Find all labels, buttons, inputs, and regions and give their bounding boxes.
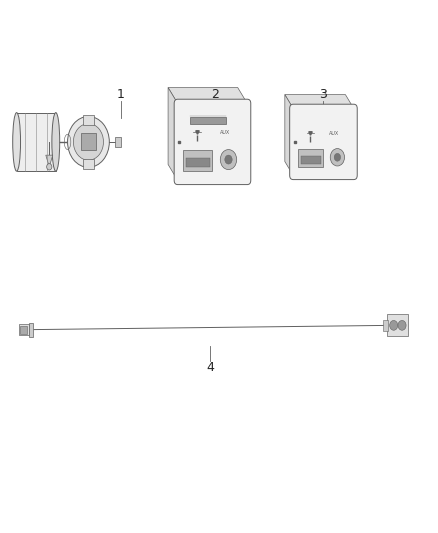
- Circle shape: [330, 149, 345, 166]
- Circle shape: [67, 116, 110, 167]
- Polygon shape: [46, 155, 53, 167]
- Bar: [20, 326, 27, 334]
- Bar: [388, 314, 408, 336]
- Circle shape: [390, 320, 398, 330]
- FancyBboxPatch shape: [174, 99, 251, 184]
- Bar: [383, 320, 388, 331]
- Bar: [17, 112, 56, 171]
- Ellipse shape: [13, 112, 21, 171]
- Bar: [81, 133, 96, 150]
- Circle shape: [225, 155, 232, 164]
- Bar: [83, 115, 94, 125]
- Bar: [29, 322, 33, 337]
- Ellipse shape: [52, 112, 60, 171]
- Bar: [183, 150, 212, 171]
- Bar: [186, 158, 209, 167]
- Bar: [83, 159, 94, 169]
- Circle shape: [47, 164, 52, 170]
- Bar: [116, 136, 120, 147]
- Polygon shape: [168, 87, 247, 103]
- Circle shape: [334, 154, 341, 161]
- Circle shape: [74, 124, 103, 160]
- Text: AUX: AUX: [329, 131, 339, 136]
- Text: 2: 2: [211, 87, 219, 101]
- Polygon shape: [168, 87, 178, 180]
- Bar: [190, 117, 226, 124]
- Polygon shape: [285, 95, 354, 108]
- Text: 1: 1: [117, 87, 125, 101]
- Text: 3: 3: [319, 87, 327, 101]
- FancyBboxPatch shape: [290, 104, 357, 180]
- Bar: [300, 156, 321, 164]
- Text: AUX: AUX: [220, 130, 230, 135]
- Bar: [298, 149, 323, 167]
- Bar: [19, 324, 29, 335]
- Circle shape: [220, 150, 237, 169]
- Polygon shape: [285, 95, 293, 175]
- Circle shape: [398, 320, 406, 330]
- Text: 4: 4: [206, 361, 214, 374]
